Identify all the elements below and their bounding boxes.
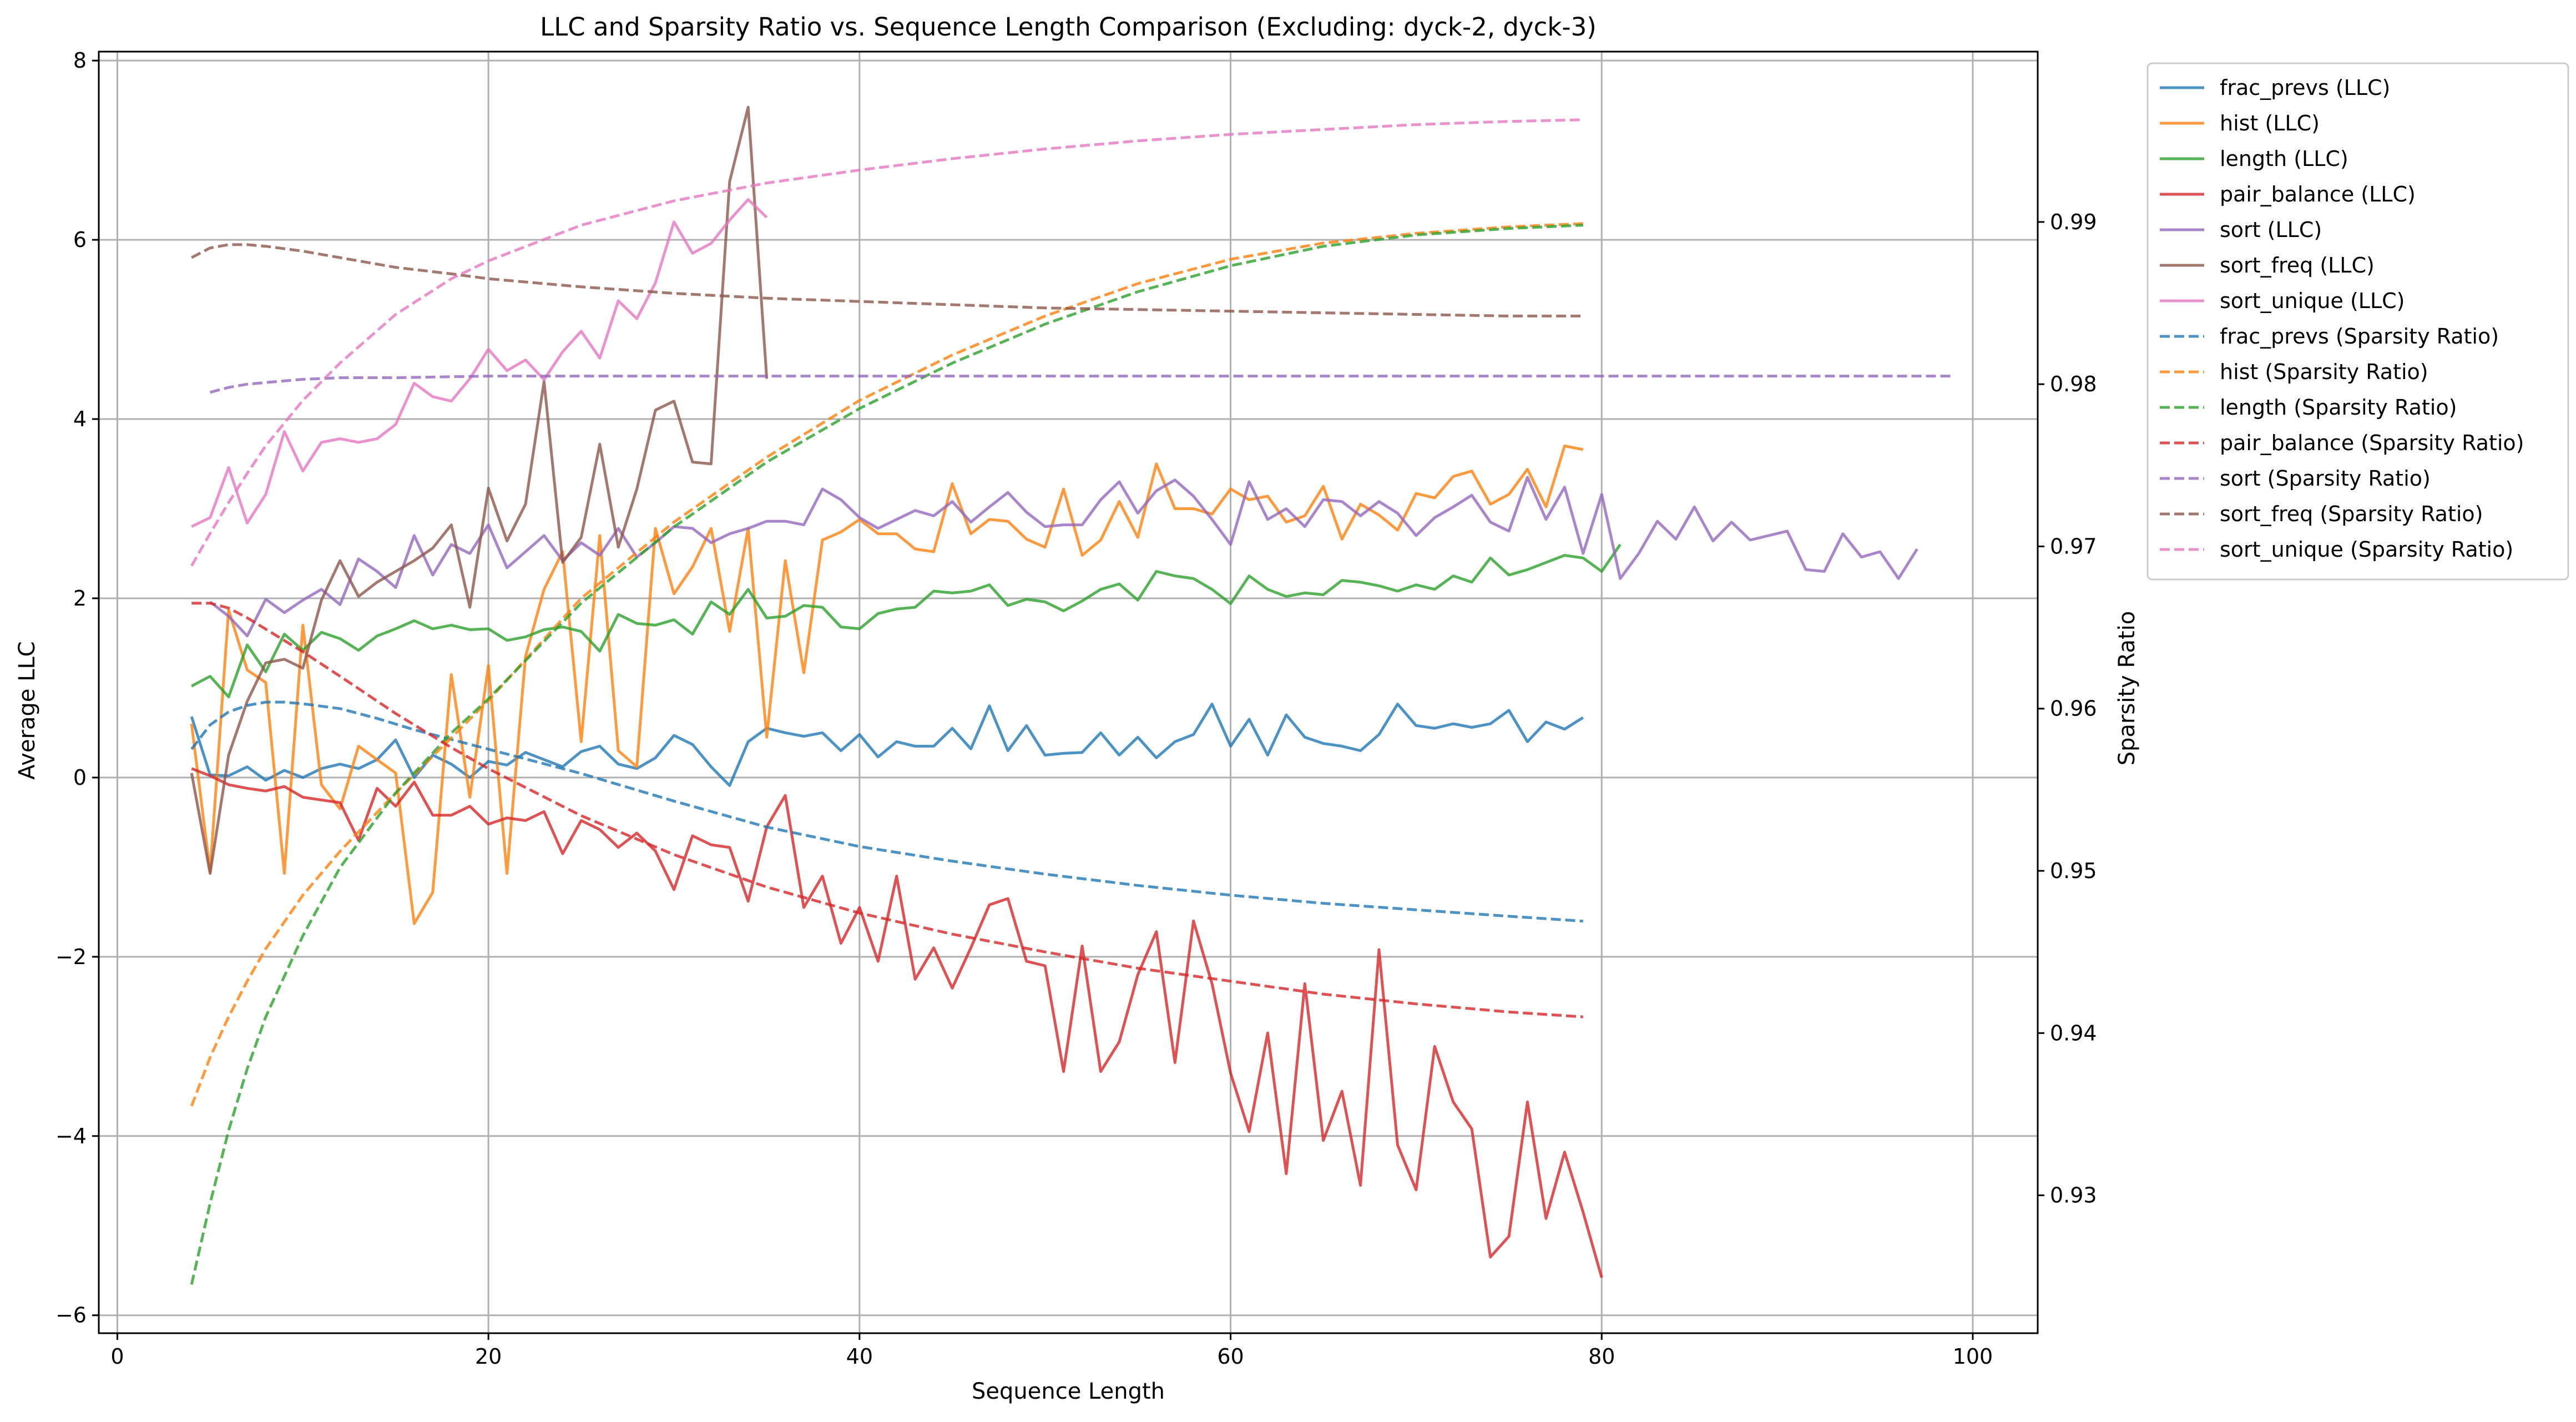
plot-frame: [98, 51, 2039, 1334]
series-line-sort-unique-llc: [191, 198, 768, 528]
x-tick-label: 80: [1588, 1344, 1615, 1369]
legend-label-length-sparsity-ratio: length (Sparsity Ratio): [2220, 395, 2457, 420]
y-axis-label: Average LLC: [14, 641, 40, 779]
y2-tick-label: 0.97: [2050, 534, 2097, 558]
y2-tick-label: 0.95: [2050, 859, 2097, 883]
legend-label-sort-llc: sort (LLC): [2220, 218, 2322, 242]
series-line-length-llc: [191, 543, 1622, 699]
legend-label-length-llc: length (LLC): [2220, 147, 2348, 171]
series-line-length-sparsity-ratio: [190, 224, 1583, 1285]
legend-label-hist-sparsity-ratio: hist (Sparsity Ratio): [2220, 360, 2428, 384]
legend-label-sort-unique-sparsity-ratio: sort_unique (Sparsity Ratio): [2220, 537, 2513, 562]
y2-axis-label: Sparsity Ratio: [2114, 611, 2140, 765]
series-line-sort-freq-llc: [190, 105, 769, 875]
axis-ticks: 0 20 40 60 80 100 −6 −4 −2 0 2 4 6 8 0.93 0.94 0.95 0.96 0…: [55, 48, 2097, 1369]
legend-label-sort-sparsity-ratio: sort (Sparsity Ratio): [2220, 466, 2431, 491]
y-tick-label: −6: [55, 1303, 87, 1328]
y-tick-label: 2: [73, 586, 87, 611]
legend-box: [2146, 62, 2569, 581]
y2-tick-label: 0.99: [2050, 210, 2097, 234]
series-lines: [190, 105, 1954, 1285]
legend-label-frac-prevs-sparsity-ratio: frac_prevs (Sparsity Ratio): [2220, 324, 2499, 349]
legend-label-sort-unique-llc: sort_unique (LLC): [2220, 289, 2405, 313]
x-tick-label: 60: [1217, 1344, 1244, 1369]
legend-label-frac-prevs-llc: frac_prevs (LLC): [2220, 75, 2390, 100]
series-line-sort-llc: [209, 476, 1918, 638]
legend-label-pair-balance-sparsity-ratio: pair_balance (Sparsity Ratio): [2220, 431, 2524, 455]
x-tick-label: 40: [846, 1344, 873, 1369]
legend: frac_prevs (LLC) hist (LLC) length (LLC) pa…: [2146, 62, 2569, 581]
y-tick-label: −4: [55, 1124, 87, 1148]
y-tick-label: 8: [73, 48, 87, 73]
series-line-frac-prevs-llc: [190, 703, 1584, 787]
y2-tick-label: 0.94: [2050, 1021, 2097, 1045]
legend-label-sort-freq-llc: sort_freq (LLC): [2220, 253, 2375, 278]
y2-tick-label: 0.96: [2050, 697, 2097, 721]
x-tick-label: 20: [475, 1344, 502, 1369]
series-line-sort-sparsity-ratio: [209, 375, 1954, 394]
y2-tick-label: 0.93: [2050, 1183, 2097, 1208]
series-line-pair-balance-sparsity-ratio: [191, 602, 1583, 1018]
legend-label-pair-balance-llc: pair_balance (LLC): [2220, 182, 2416, 206]
series-line-frac-prevs-sparsity-ratio: [190, 700, 1583, 923]
y2-tick-label: 0.98: [2050, 372, 2097, 396]
x-tick-label: 0: [110, 1344, 124, 1369]
y-tick-label: 0: [73, 765, 87, 790]
y-tick-label: −2: [55, 945, 87, 969]
x-tick-label: 100: [1953, 1344, 1993, 1369]
series-line-sort-freq-sparsity-ratio: [191, 243, 1583, 317]
series-line-pair-balance-llc: [191, 767, 1603, 1278]
legend-label-hist-llc: hist (LLC): [2220, 111, 2320, 135]
series-line-hist-llc: [190, 445, 1584, 925]
chart-title: LLC and Sparsity Ratio vs. Sequence Leng…: [540, 12, 1597, 42]
y-tick-label: 6: [73, 228, 87, 252]
grid: [99, 52, 2038, 1333]
legend-label-sort-freq-sparsity-ratio: sort_freq (Sparsity Ratio): [2220, 502, 2483, 526]
y-tick-label: 4: [73, 407, 87, 431]
series-line-hist-sparsity-ratio: [190, 222, 1583, 1107]
series-line-sort-unique-sparsity-ratio: [190, 118, 1583, 567]
x-axis-label: Sequence Length: [972, 1379, 1165, 1404]
